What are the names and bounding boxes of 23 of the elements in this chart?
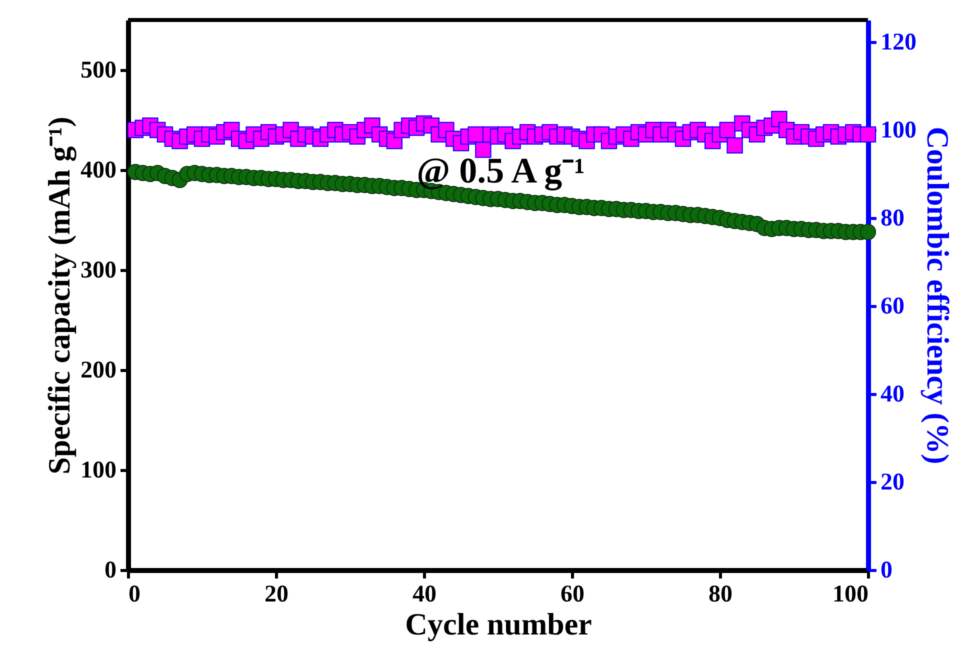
y2-tick-label: 80	[880, 206, 904, 232]
y2-axis-title: Coulombic efficiency (%)	[920, 126, 956, 464]
x-axis-title: Cycle number	[405, 606, 592, 642]
y2-tick-label: 100	[880, 118, 916, 144]
y2-tick-label: 40	[880, 382, 904, 408]
x-tick-label: 40	[412, 582, 436, 608]
y-tick-label: 100	[80, 458, 116, 484]
y-tick-label: 500	[80, 58, 116, 84]
y-tick-label: 400	[80, 158, 116, 184]
x-tick-label: 0	[128, 582, 140, 608]
y2-tick-label: 60	[880, 294, 904, 320]
y2-tick-label: 0	[880, 558, 892, 584]
annotation: @ 0.5 A g⁻¹	[416, 150, 585, 190]
x-tick-label: 80	[708, 582, 732, 608]
y-tick-label: 200	[80, 358, 116, 384]
x-tick-label: 100	[832, 582, 868, 608]
x-tick-label: 20	[264, 582, 288, 608]
y2-tick-label: 120	[880, 30, 916, 56]
x-tick-label: 60	[560, 582, 584, 608]
y2-tick-label: 20	[880, 470, 904, 496]
y-tick-label: 300	[80, 258, 116, 284]
y-axis-title: Specific capacity (mAh g⁻¹)	[42, 116, 76, 474]
y-tick-label: 0	[104, 558, 116, 584]
